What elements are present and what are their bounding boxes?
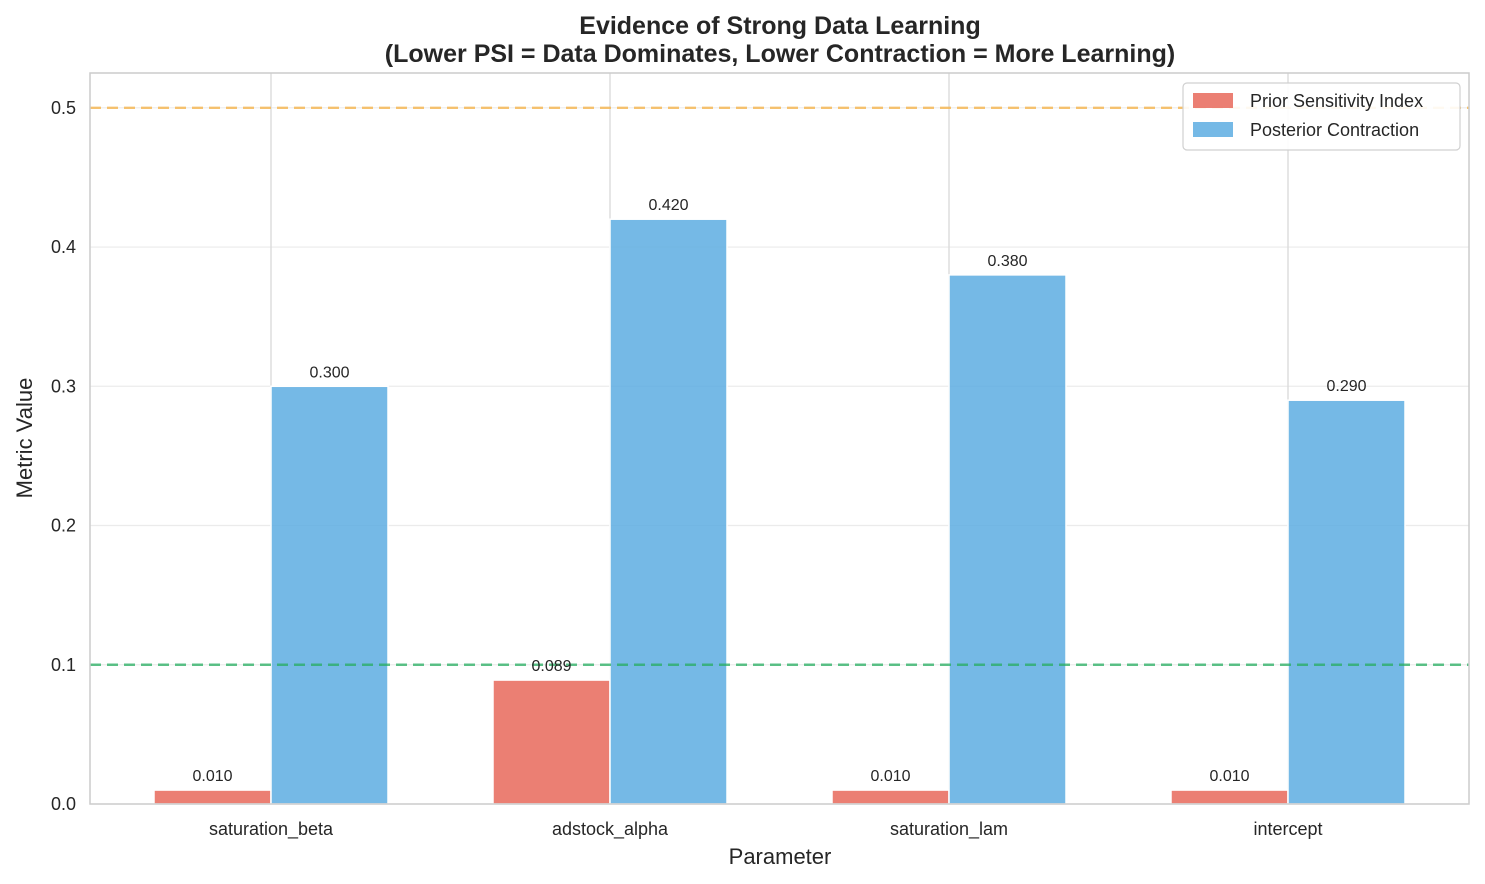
bar-value-label: 0.010 [870, 768, 910, 785]
bar-value-label: 0.300 [309, 364, 349, 381]
chart-title-line-1: Evidence of Strong Data Learning [579, 12, 980, 40]
psi-bar [1170, 789, 1289, 805]
psi-bar [492, 679, 611, 805]
legend-label: Posterior Contraction [1250, 120, 1419, 140]
bars [153, 218, 1406, 805]
legend-swatch-contraction [1193, 122, 1233, 137]
y-tick-label: 0.4 [51, 237, 76, 257]
psi-bar [831, 789, 950, 805]
y-axis-label: Metric Value [12, 378, 37, 499]
legend-swatch-psi [1193, 93, 1233, 108]
chart-title-line-2: (Lower PSI = Data Dominates, Lower Contr… [385, 40, 1175, 68]
bar-value-label: 0.010 [192, 768, 232, 785]
y-tick-label: 0.3 [51, 376, 76, 396]
bar-value-label: 0.420 [648, 197, 688, 214]
contraction-bar [1287, 399, 1406, 805]
x-tick-label: intercept [1253, 819, 1322, 839]
x-tick-label: saturation_beta [209, 819, 334, 840]
legend-label: Prior Sensitivity Index [1250, 91, 1423, 111]
chart-title: Evidence of Strong Data Learning (Lower … [385, 12, 1175, 68]
x-axis-label: Parameter [729, 844, 832, 869]
bar-value-label: 0.290 [1326, 378, 1366, 395]
bar-value-label: 0.380 [987, 253, 1027, 270]
plot-frame [89, 72, 1470, 805]
x-tick-label: adstock_alpha [552, 819, 669, 840]
x-tick-label: saturation_lam [890, 819, 1008, 840]
y-tick-label: 0.0 [51, 794, 76, 814]
legend-box [1182, 82, 1461, 151]
contraction-bar [948, 274, 1067, 805]
contraction-bar [270, 385, 389, 805]
axes: 0.0 0.1 0.2 0.3 0.4 0.5 saturation_beta adstock… [51, 72, 1470, 840]
bar-value-label: 0.089 [531, 658, 571, 675]
y-tick-label: 0.1 [51, 655, 76, 675]
y-tick-label: 0.5 [51, 98, 76, 118]
data-labels: 0.010 0.089 0.010 0.010 0.300 0.420 0.380 0.290 [192, 197, 1366, 785]
y-tick-label: 0.2 [51, 516, 76, 536]
contraction-bar [609, 218, 728, 805]
psi-bar [153, 789, 272, 805]
bar-value-label: 0.010 [1209, 768, 1249, 785]
legend: Prior Sensitivity Index Posterior Contrac… [1182, 82, 1461, 151]
